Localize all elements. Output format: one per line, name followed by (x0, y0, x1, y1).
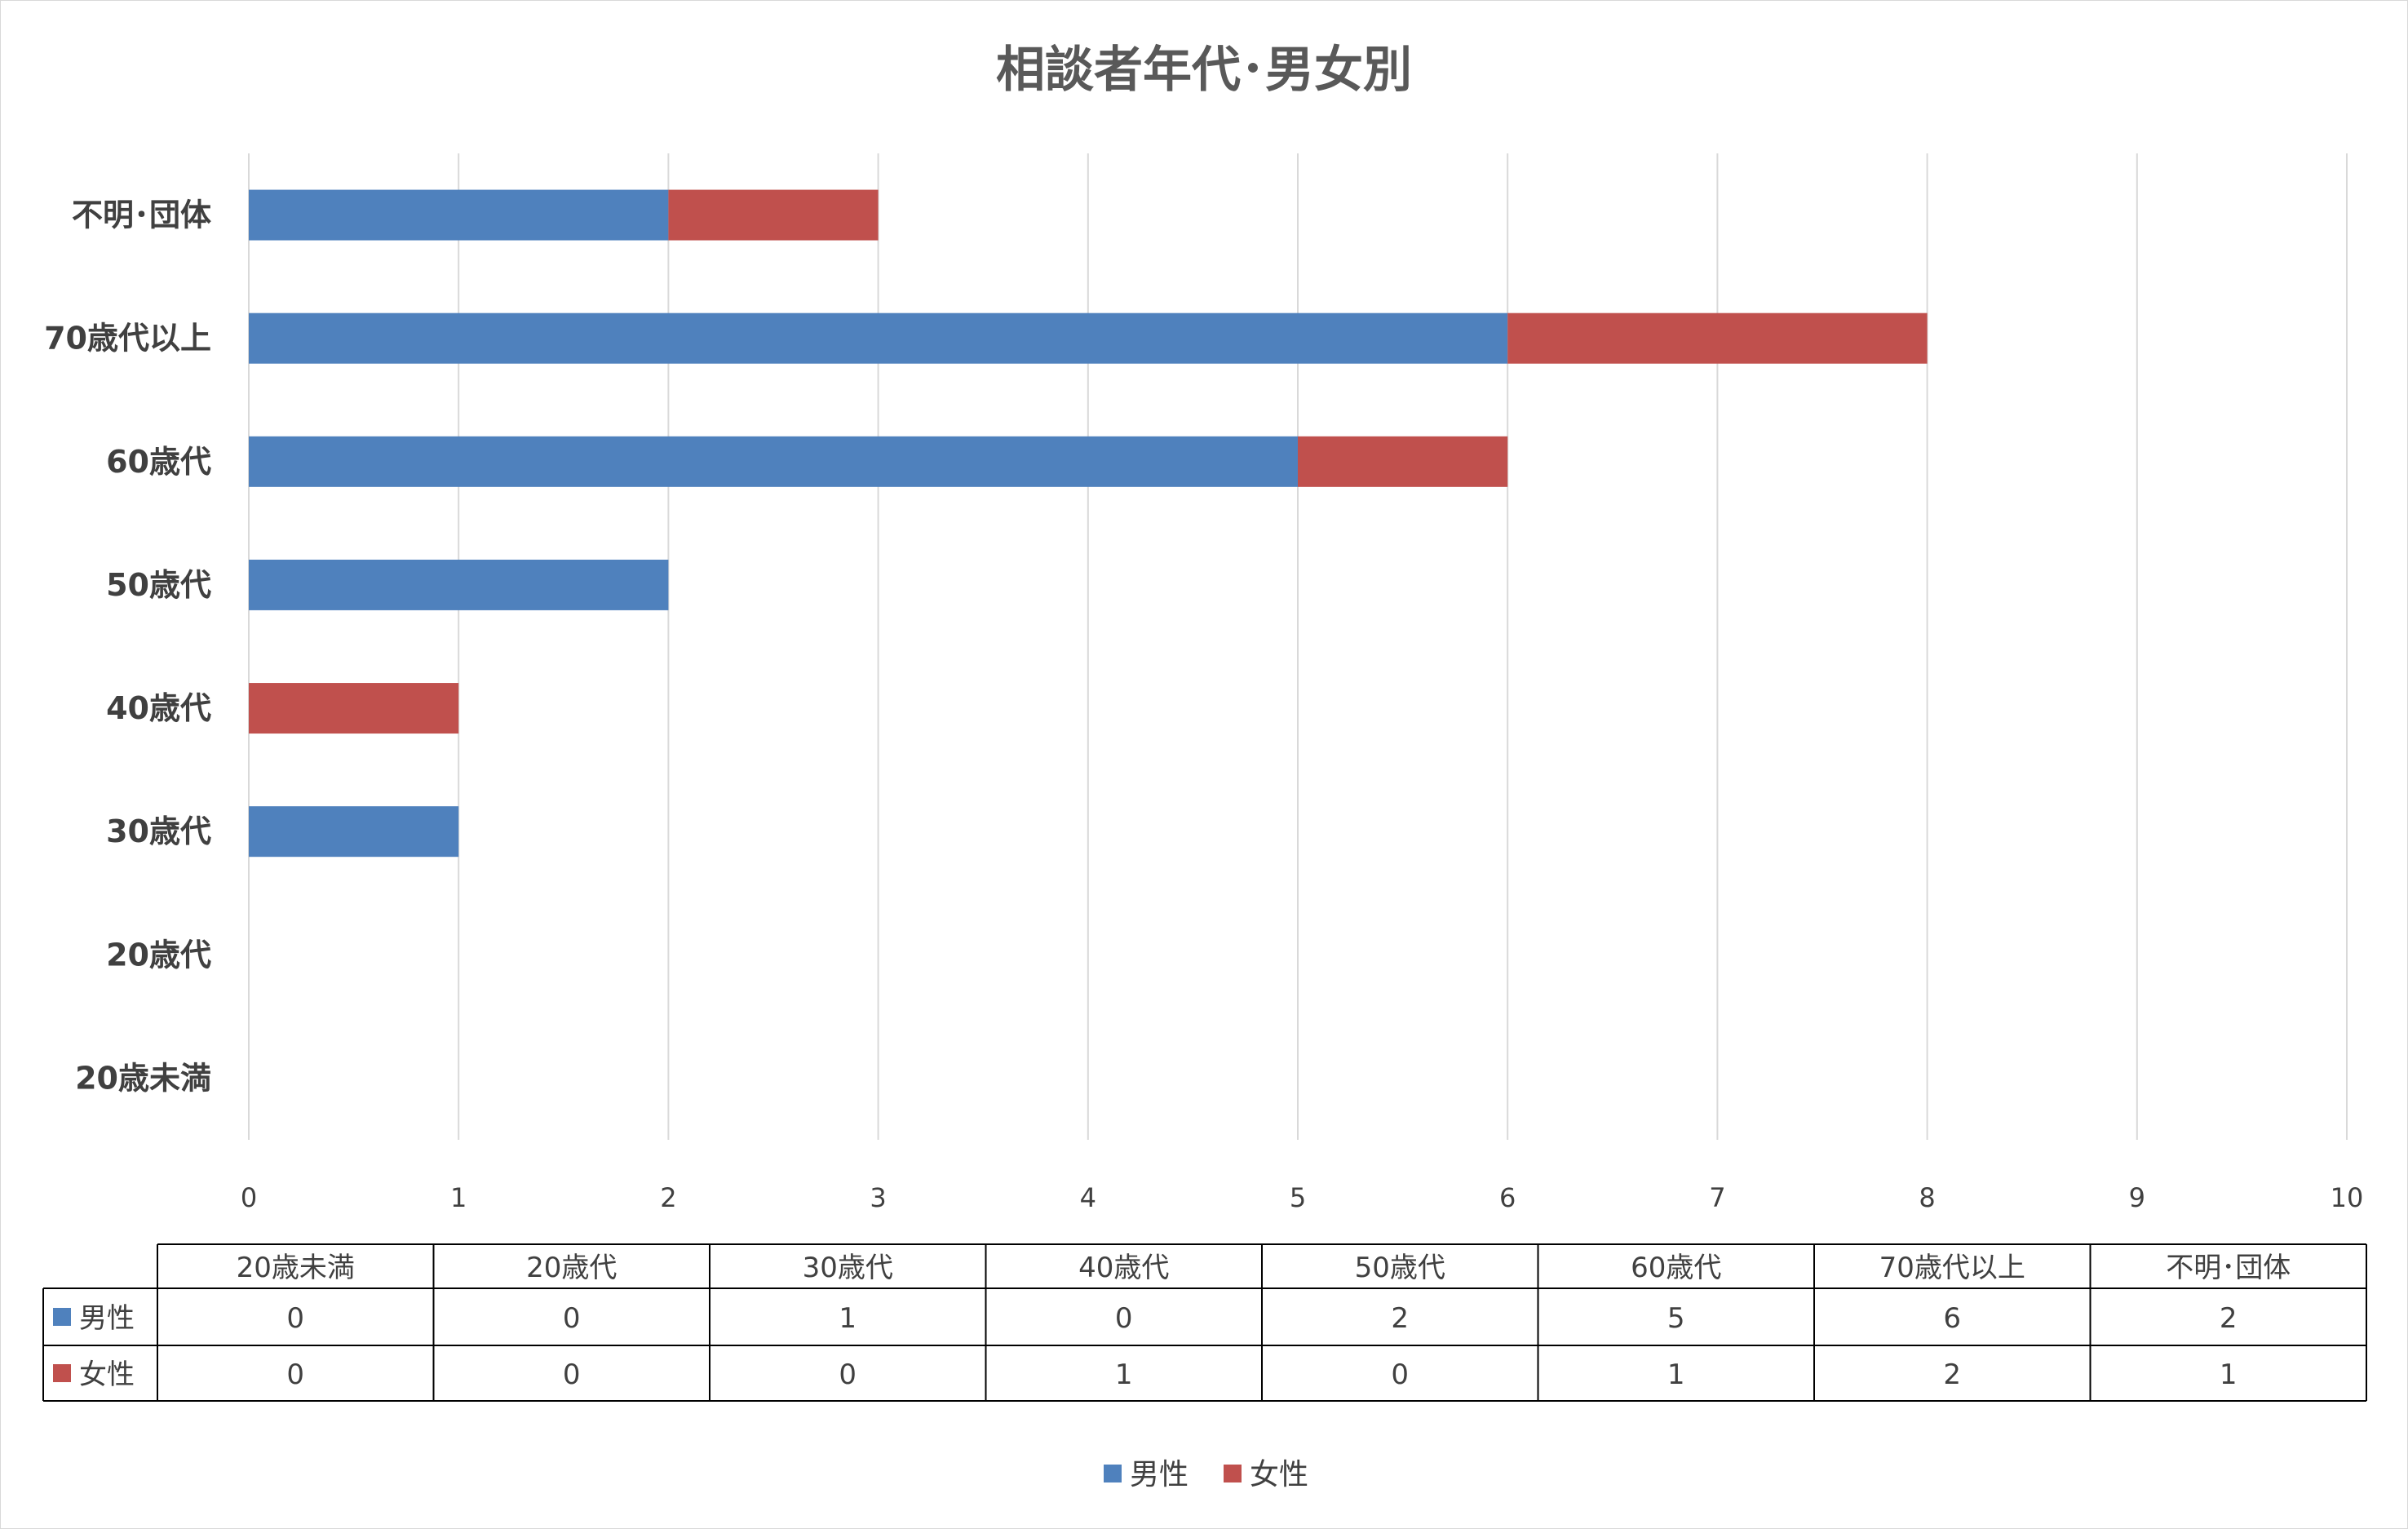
y-category-label: 30歳代 (106, 813, 211, 849)
table-header-cell: 30歳代 (803, 1252, 893, 1284)
bar-segment-male (249, 189, 669, 241)
y-category-label: 不明･団体 (72, 197, 211, 233)
table-header-cell: 不明･団体 (2166, 1252, 2291, 1284)
bar-segment-female (249, 683, 459, 734)
y-category-label: 20歳未満 (75, 1060, 211, 1096)
table-header-cell: 50歳代 (1355, 1252, 1445, 1284)
value-axis: 0 1 2 3 4 5 6 7 8 9 10 (241, 1182, 2364, 1213)
table-header-cell: 70歳代以上 (1879, 1252, 2025, 1284)
bar-segment-male (249, 806, 459, 858)
table-legend-key-female (53, 1364, 71, 1382)
table-value-cell: 1 (839, 1302, 857, 1335)
table-value-cell: 0 (563, 1358, 581, 1391)
bar-segment-male (249, 559, 669, 610)
table-value-cell: 0 (1115, 1302, 1133, 1335)
table-value-cell: 2 (1391, 1302, 1409, 1335)
x-tick-label: 2 (660, 1182, 676, 1213)
table-legend-key-male (53, 1308, 71, 1326)
x-tick-label: 10 (2331, 1182, 2364, 1213)
bar-segment-female (1298, 436, 1508, 487)
bar-segment-male (249, 436, 1298, 487)
table-header-cell: 40歳代 (1078, 1252, 1169, 1284)
y-category-label: 40歳代 (106, 690, 211, 726)
table-header-cell: 20歳代 (526, 1252, 617, 1284)
table-value-cell: 1 (1667, 1358, 1685, 1391)
x-tick-label: 4 (1080, 1182, 1096, 1213)
table-value-cell: 5 (1667, 1302, 1685, 1335)
bars (249, 189, 1928, 858)
y-category-label: 50歳代 (106, 567, 211, 603)
bar-segment-female (1507, 312, 1928, 364)
table-value-cell: 0 (839, 1358, 857, 1391)
x-tick-label: 3 (870, 1182, 886, 1213)
legend-label: 女性 (1250, 1458, 1308, 1491)
table-value-cell: 1 (2220, 1358, 2238, 1391)
table-row-label: 女性 (79, 1358, 135, 1391)
x-tick-label: 9 (2129, 1182, 2145, 1213)
legend-key-female (1224, 1465, 1242, 1482)
bar-segment-male (249, 312, 1508, 364)
table-value-cell: 2 (1943, 1358, 1961, 1391)
table-value-cell: 2 (2220, 1302, 2238, 1335)
legend-key-male (1104, 1465, 1122, 1482)
x-tick-label: 7 (1709, 1182, 1725, 1213)
table-value-cell: 0 (1391, 1358, 1409, 1391)
x-tick-label: 5 (1290, 1182, 1306, 1213)
table-value-cell: 0 (286, 1302, 304, 1335)
bar-segment-female (668, 189, 879, 241)
y-category-label: 70歳代以上 (44, 321, 211, 357)
y-category-label: 60歳代 (106, 444, 211, 480)
x-tick-label: 0 (241, 1182, 257, 1213)
y-category-label: 20歳代 (106, 937, 211, 973)
legend: 男性 女性 (1104, 1458, 1308, 1491)
x-tick-label: 6 (1499, 1182, 1516, 1213)
table-row-label: 男性 (79, 1302, 135, 1335)
category-axis: 20歳未満 20歳代 30歳代 40歳代 50歳代 60歳代 70歳代以上 不明･団体 (44, 197, 211, 1097)
chart-title: 相談者年代･男女別 (996, 42, 1412, 99)
x-tick-label: 8 (1919, 1182, 1935, 1213)
table-value-cell: 1 (1115, 1358, 1133, 1391)
table-value-cell: 6 (1943, 1302, 1961, 1335)
table-value-cell: 0 (286, 1358, 304, 1391)
table-header-cell: 20歳未満 (237, 1252, 355, 1284)
legend-label: 男性 (1130, 1458, 1189, 1491)
grid-lines (248, 153, 2348, 1140)
x-tick-label: 1 (450, 1182, 467, 1213)
table-header-cell: 60歳代 (1631, 1252, 1721, 1284)
table-value-cell: 0 (563, 1302, 581, 1335)
